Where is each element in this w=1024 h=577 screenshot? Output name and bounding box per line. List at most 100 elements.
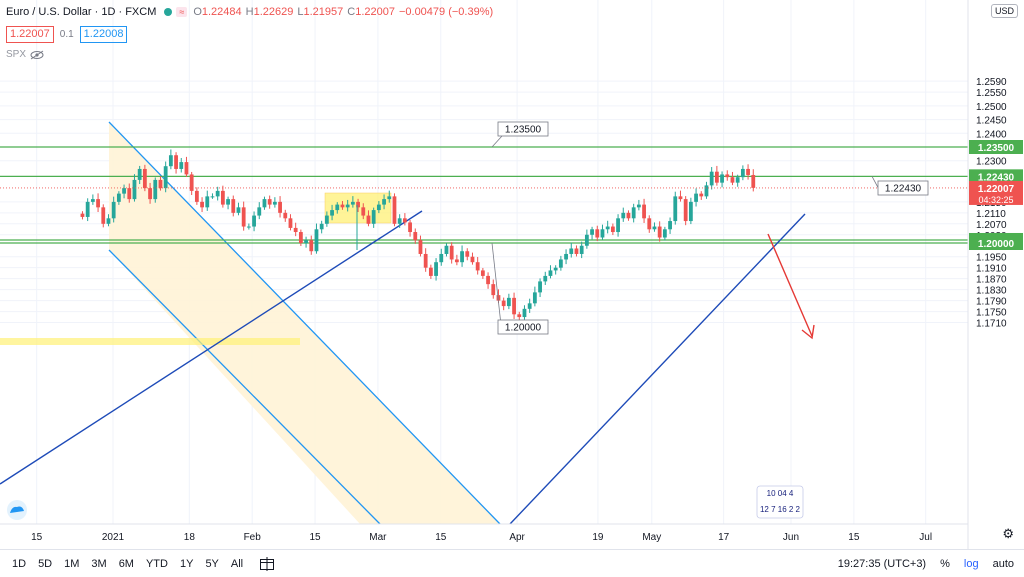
ohlc-change: −0.00479 (−0.39%)	[398, 6, 494, 18]
candle-body	[595, 229, 600, 238]
candle-body	[543, 275, 548, 282]
chart-legend: Euro / U.S. Dollar · 1D · FXCM ≈ O 1.2248…	[6, 6, 497, 18]
candle-body	[330, 210, 334, 216]
range-5d-button[interactable]: 5D	[38, 557, 53, 570]
candle-body	[220, 190, 225, 205]
candle-body	[252, 215, 256, 227]
forecast-arrow-head[interactable]	[801, 324, 815, 340]
events-box	[756, 485, 804, 519]
candle-body	[605, 226, 610, 230]
ascending-trendline[interactable]	[0, 210, 423, 485]
range-1d-button[interactable]: 1D	[12, 557, 27, 570]
economic-events-marker[interactable]: 10 04 4 12 7 16 2 2	[756, 485, 804, 519]
support-trendline[interactable]	[509, 213, 806, 525]
candle-body	[142, 168, 147, 189]
ohlc-high: 1.22629	[253, 6, 294, 18]
candle-body	[413, 232, 418, 241]
range-3m-button[interactable]: 3M	[91, 557, 107, 570]
trade-row: 1.22007 0.1 1.22008	[6, 26, 128, 43]
candle-body	[527, 303, 532, 309]
candle-body	[340, 204, 345, 208]
candle-body	[652, 226, 657, 230]
candle-body	[709, 171, 714, 186]
range-5y-button[interactable]: 5Y	[205, 557, 219, 570]
candle-body	[96, 199, 100, 208]
callout-box[interactable]	[877, 180, 929, 196]
price-tick-label: 1.1870	[976, 275, 1007, 286]
candle-body	[621, 212, 626, 219]
sell-price-button[interactable]: 1.22007	[6, 26, 54, 43]
gear-icon[interactable]: ⚙	[1002, 526, 1014, 541]
callout-box[interactable]	[497, 319, 549, 335]
candle-body	[387, 196, 392, 200]
candle-body	[382, 199, 386, 205]
range-1y-button[interactable]: 1Y	[179, 557, 194, 570]
candle-body	[439, 253, 444, 263]
price-tick-label: 1.1790	[976, 297, 1007, 308]
range-all-button[interactable]: All	[230, 557, 244, 570]
currency-button[interactable]: USD	[990, 4, 1018, 18]
ohlc-open-key: O	[193, 6, 202, 18]
candle-body	[241, 207, 246, 227]
events-row-1: 10 04 4	[767, 489, 794, 498]
current-price-text: 1.22007	[978, 184, 1015, 195]
candle-body	[673, 196, 678, 222]
percent-scale-toggle[interactable]: %	[940, 557, 950, 570]
clock-timezone[interactable]: 19:27:35 (UTC+3)	[837, 557, 927, 570]
candle-body	[137, 168, 142, 180]
candle-body	[678, 196, 683, 200]
candle-body	[226, 199, 230, 205]
candle-body	[730, 177, 735, 183]
date-range-icon[interactable]	[259, 556, 275, 571]
time-axis[interactable]: 15 2021 18 Feb 15 Mar 15 Apr 19 May 17 Jun 15 Jul	[0, 523, 968, 543]
buy-price-button[interactable]: 1.22008	[79, 26, 128, 43]
log-scale-toggle[interactable]: log	[963, 557, 979, 570]
candle-body	[475, 262, 480, 271]
candle-body	[662, 229, 667, 238]
candle-body	[116, 193, 121, 202]
callout-box[interactable]	[497, 121, 549, 137]
channel-lower-line[interactable]	[108, 249, 381, 525]
range-6m-button[interactable]: 6M	[118, 557, 134, 570]
candle-body	[642, 204, 646, 219]
ohlc-low-key: L	[297, 6, 304, 18]
time-tick-label: Mar	[369, 532, 387, 543]
indicator-label[interactable]: SPX	[6, 49, 27, 60]
candle-body	[215, 190, 220, 197]
price-tick-label: 1.2110	[976, 209, 1006, 220]
candle-body	[548, 270, 553, 276]
eye-hidden-icon[interactable]	[30, 50, 44, 60]
callout-text: 1.23500	[505, 125, 542, 136]
price-level-text: 1.22430	[978, 172, 1015, 183]
channel-upper-line[interactable]	[108, 121, 501, 525]
price-tick-label: 1.1750	[976, 308, 1007, 319]
time-tick-label: 19	[592, 532, 604, 543]
drawing-layer[interactable]	[0, 121, 968, 525]
ohlc-open: 1.22484	[201, 6, 242, 18]
ohlc-low: 1.21957	[303, 6, 344, 18]
candle-body	[319, 223, 324, 230]
candle-body	[470, 256, 475, 263]
candle-body	[278, 201, 282, 213]
price-level-label	[969, 169, 1023, 184]
candle-body	[428, 267, 433, 276]
candle-body	[371, 210, 376, 224]
support-zone[interactable]	[0, 338, 300, 345]
candle-body	[480, 270, 485, 276]
compare-icon[interactable]: ≈	[176, 7, 188, 17]
auto-scale-toggle[interactable]: auto	[992, 557, 1014, 570]
cloud-icon[interactable]	[7, 500, 27, 520]
candle-body	[579, 245, 584, 254]
price-level-text: 1.23500	[978, 143, 1015, 154]
range-ytd-button[interactable]: YTD	[145, 557, 168, 570]
price-tick-label: 1.1910	[976, 264, 1007, 275]
forecast-arrow-line[interactable]	[767, 233, 813, 337]
range-1m-button[interactable]: 1M	[64, 557, 80, 570]
candle-body	[402, 218, 407, 223]
symbol-title[interactable]: Euro / U.S. Dollar · 1D · FXCM	[6, 6, 157, 18]
candle-body	[720, 174, 724, 183]
annotation-layer[interactable]: 1.23500 1.22430 1.20000 10 04 4 12 7 16 2 2	[0, 121, 968, 520]
time-tick-label: 17	[718, 532, 730, 543]
